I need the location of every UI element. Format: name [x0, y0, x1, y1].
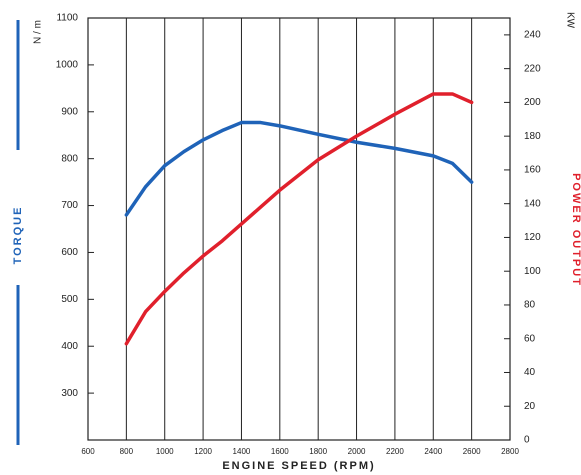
y2-tick-label: 160 — [524, 165, 541, 176]
x-axis-title: ENGINE SPEED (RPM) — [222, 460, 375, 472]
y2-axis-title: POWER OUTPUT — [570, 173, 581, 287]
y2-tick-label: 100 — [524, 266, 541, 277]
y2-tick-label: 220 — [524, 63, 541, 74]
x-tick-label: 800 — [120, 447, 134, 456]
y-tick-label: 300 — [61, 388, 78, 399]
x-tick-label: 2000 — [348, 447, 366, 456]
y2-tick-label: 120 — [524, 232, 541, 243]
y-tick-label: 700 — [61, 200, 78, 211]
y-tick-label: 900 — [61, 106, 78, 117]
y-tick-label: 400 — [61, 341, 78, 352]
x-tick-label: 2400 — [424, 447, 442, 456]
y-tick-label: 1100 — [56, 13, 78, 24]
y-axis-title: TORQUE — [12, 206, 24, 265]
plot-frame — [87, 17, 511, 441]
x-tick-label: 2200 — [386, 447, 404, 456]
x-tick-label: 600 — [81, 447, 95, 456]
y-tick-label: 800 — [61, 153, 78, 164]
x-tick-label: 1800 — [309, 447, 327, 456]
y2-tick-label: 200 — [524, 97, 541, 108]
y-axis-unit: N / m — [33, 20, 44, 44]
y2-tick-label: 0 — [524, 435, 530, 446]
x-tick-label: 2600 — [463, 447, 481, 456]
y2-tick-label: 40 — [524, 367, 536, 378]
x-tick-label: 1200 — [194, 447, 212, 456]
y2-tick-label: 140 — [524, 198, 541, 209]
y-tick-label: 500 — [61, 294, 78, 305]
y2-tick-label: 180 — [524, 131, 541, 142]
y-tick-label: 1000 — [56, 60, 79, 71]
y2-tick-label: 60 — [524, 333, 536, 344]
y-tick-label: 600 — [61, 247, 78, 258]
x-tick-label: 2800 — [501, 447, 519, 456]
y2-tick-label: 240 — [524, 30, 541, 41]
x-tick-label: 1000 — [156, 447, 174, 456]
series-line — [124, 92, 474, 346]
series-line — [124, 120, 474, 217]
y2-tick-label: 20 — [524, 401, 536, 412]
y2-tick-label: 80 — [524, 300, 536, 311]
y2-axis-unit: KW — [564, 12, 575, 29]
x-tick-label: 1600 — [271, 447, 289, 456]
x-tick-label: 1400 — [233, 447, 251, 456]
